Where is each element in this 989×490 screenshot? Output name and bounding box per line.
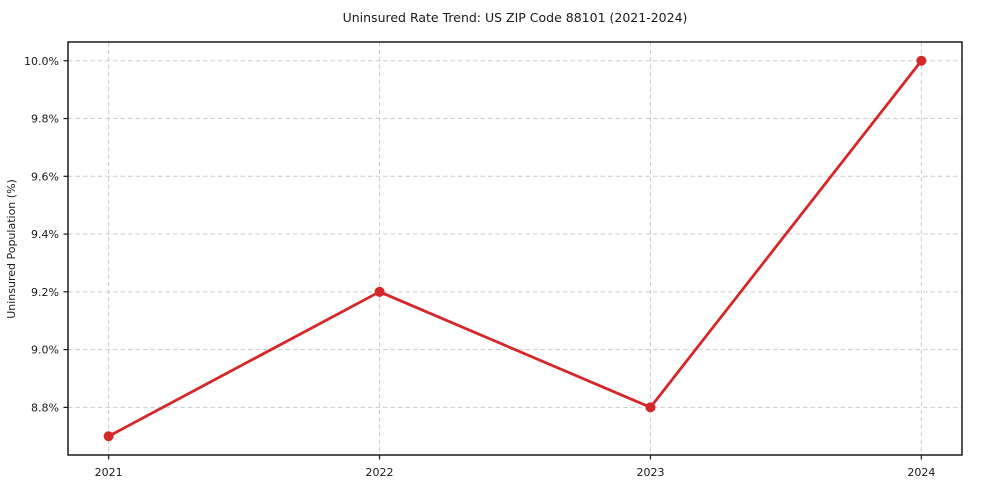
trend-line: [107, 59, 923, 438]
y-tick-label: 8.8%: [31, 401, 59, 414]
grid-layer: [68, 42, 962, 455]
data-point-2022: [374, 286, 385, 297]
y-tick-label: 10.0%: [24, 55, 59, 68]
data-point-2024: [916, 55, 927, 66]
y-tick-label: 9.4%: [31, 228, 59, 241]
data-point-2021: [103, 431, 114, 442]
x-tick-label: 2024: [907, 466, 935, 479]
y-tick-label: 9.2%: [31, 286, 59, 299]
x-tick-label: 2023: [636, 466, 664, 479]
y-tick-label: 9.6%: [31, 170, 59, 183]
y-axis-label: Uninsured Population (%): [5, 179, 18, 319]
y-tick-label: 9.0%: [31, 344, 59, 357]
x-tick-label: 2022: [366, 466, 394, 479]
axis-layer: 2021 2022 2023 2024 8.8% 9.0% 9.2% 9.4% 9.6% 9.8%…: [24, 55, 935, 479]
data-point-2023: [645, 402, 656, 413]
chart-title: Uninsured Rate Trend: US ZIP Code 88101 …: [343, 10, 688, 25]
y-tick-label: 9.8%: [31, 113, 59, 126]
plot-frame: [67, 41, 963, 456]
data-layer: [103, 55, 927, 442]
x-tick-label: 2021: [95, 466, 123, 479]
